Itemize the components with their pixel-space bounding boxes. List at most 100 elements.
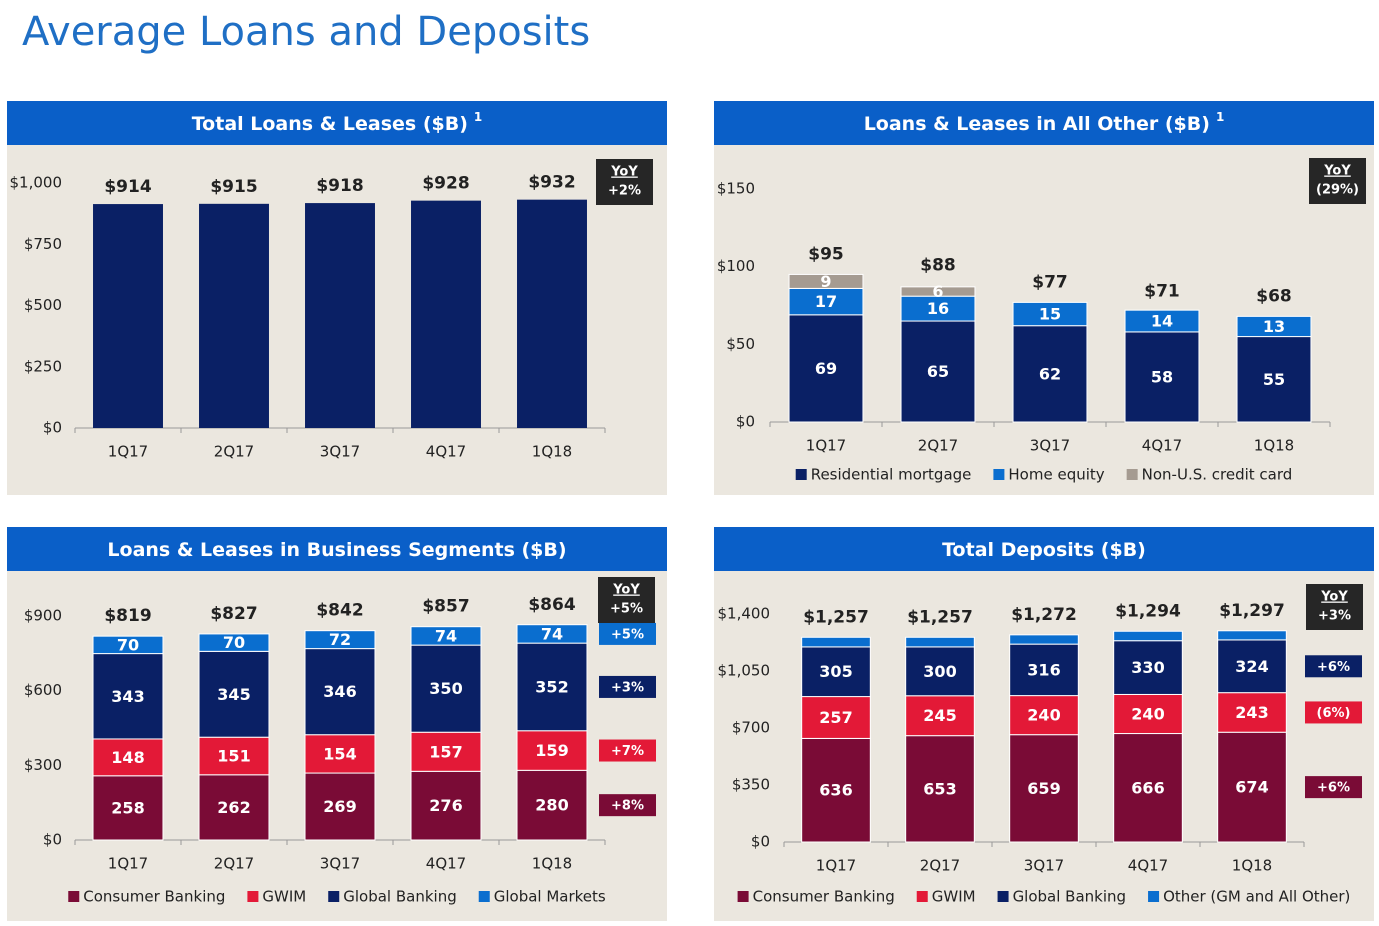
bar-segment: [801, 696, 871, 739]
segment-label: 240: [1131, 704, 1164, 723]
bar-segment: [198, 736, 270, 776]
value-label: $915: [210, 177, 257, 197]
segment-label: 350: [429, 679, 462, 698]
legend-swatch: [328, 891, 340, 902]
bar-segment: [1124, 309, 1200, 333]
x-tick-label: 1Q18: [1254, 437, 1294, 455]
segment-label: 13: [1263, 317, 1285, 336]
series-yoy: (6%): [1317, 706, 1351, 721]
x-tick-label: 1Q17: [816, 857, 856, 875]
x-tick-label: 3Q17: [1024, 857, 1064, 875]
segment-label: 74: [541, 624, 563, 643]
yoy-label: YoY: [610, 165, 638, 180]
segment-label: 17: [815, 292, 837, 311]
bar: [199, 203, 269, 428]
segment-label: 653: [923, 779, 956, 798]
bar-segment: [900, 320, 976, 423]
legend-swatch: [993, 469, 1005, 480]
legend: Consumer Banking GWIM Global Banking Global…: [68, 888, 606, 906]
x-tick-label: 1Q17: [108, 855, 148, 873]
legend-swatch: [795, 469, 807, 480]
x-tick-label: 3Q17: [1030, 437, 1070, 455]
yoy-value: +3%: [1318, 609, 1351, 624]
legend-label: Global Banking: [1013, 888, 1127, 906]
legend-swatch: [737, 891, 749, 902]
bar-segment: [1009, 634, 1079, 645]
y-tick-label: $500: [24, 296, 62, 314]
legend-label: Other (GM and All Other): [1163, 888, 1350, 906]
y-tick-label: $0: [43, 831, 62, 849]
segment-label: 70: [117, 635, 139, 654]
segment-label: 14: [1151, 312, 1173, 331]
legend: Residential mortgage Home equity Non-U.S. …: [795, 466, 1292, 484]
yoy-value: +2%: [608, 184, 641, 199]
bar-segment: [1217, 639, 1287, 694]
x-tick-label: 1Q17: [806, 437, 846, 455]
bar-segment: [1012, 301, 1088, 327]
segment-label: 240: [1027, 706, 1060, 725]
bar-segment: [788, 314, 864, 423]
x-tick-label: 4Q17: [426, 855, 466, 873]
legend-swatch: [916, 891, 928, 902]
yoy-box: [598, 577, 655, 623]
legend-label: Global Markets: [494, 888, 606, 906]
series-yoy-box: [1305, 776, 1362, 799]
total-label: $1,257: [803, 607, 869, 627]
segment-label: 636: [819, 781, 852, 800]
segment-label: 674: [1235, 778, 1268, 797]
segment-label: 352: [535, 677, 568, 696]
bar-segment: [92, 635, 164, 655]
total-label: $68: [1256, 286, 1292, 306]
segment-label: 305: [819, 662, 852, 681]
x-tick-label: 2Q17: [214, 443, 254, 461]
bar-segment: [92, 775, 164, 841]
legend-label: Global Banking: [343, 888, 457, 906]
x-tick-label: 2Q17: [918, 437, 958, 455]
x-tick-label: 4Q17: [1128, 857, 1168, 875]
series-yoy-box: [1305, 701, 1362, 724]
bar-segment: [1009, 643, 1079, 697]
series-yoy-box: [1305, 655, 1362, 678]
segment-label: 269: [323, 797, 356, 816]
legend-swatch: [1126, 469, 1138, 480]
bar-segment: [1113, 733, 1183, 843]
bar-segment: [801, 646, 871, 698]
bar-segment: [304, 648, 376, 736]
bar-segment: [1217, 630, 1287, 641]
total-label: $71: [1144, 282, 1180, 302]
bar-segment: [1217, 692, 1287, 733]
bar-segment: [1236, 336, 1312, 423]
x-tick-label: 1Q18: [532, 443, 572, 461]
bar-segment: [801, 737, 871, 843]
segment-label: 151: [217, 747, 250, 766]
panel-title: Loans & Leases in Business Segments ($B): [107, 539, 566, 561]
x-tick-label: 2Q17: [920, 857, 960, 875]
segment-label: 72: [329, 630, 351, 649]
y-tick-label: $0: [736, 413, 755, 431]
legend-swatch: [478, 891, 490, 902]
segment-label: 55: [1263, 370, 1285, 389]
segment-label: 276: [429, 796, 462, 815]
segment-label: 58: [1151, 367, 1173, 386]
y-tick-label: $1,050: [718, 662, 771, 680]
bar-segment: [516, 624, 588, 644]
segment-label: 324: [1235, 657, 1268, 676]
segment-label: 62: [1039, 364, 1061, 383]
segment-label: 148: [111, 748, 144, 767]
total-label: $864: [528, 595, 575, 615]
segment-label: 659: [1027, 779, 1060, 798]
bar-segment: [410, 770, 482, 841]
segment-label: 74: [435, 626, 457, 645]
segment-label: 69: [815, 359, 837, 378]
segment-label: 65: [927, 362, 949, 381]
y-tick-label: $50: [726, 335, 755, 353]
segment-label: 157: [429, 742, 462, 761]
bar: [411, 200, 481, 428]
bar-segment: [1113, 693, 1183, 735]
legend-swatch: [68, 891, 80, 902]
series-yoy: +7%: [611, 744, 644, 759]
bar-segment: [304, 630, 376, 650]
value-label: $928: [422, 174, 469, 194]
segment-label: 345: [217, 685, 250, 704]
